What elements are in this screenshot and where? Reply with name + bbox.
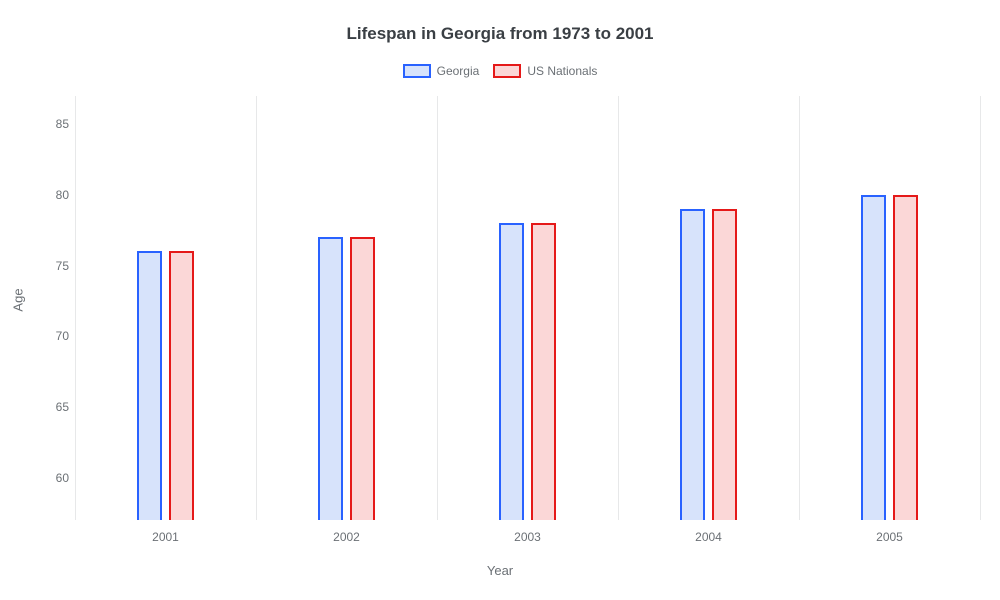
gridline <box>980 96 981 520</box>
gridline <box>799 96 800 520</box>
legend-label: US Nationals <box>527 64 597 78</box>
bar[interactable] <box>861 195 886 520</box>
x-tick-label: 2001 <box>152 530 179 544</box>
bar[interactable] <box>499 223 524 520</box>
legend-swatch <box>493 64 521 78</box>
bar[interactable] <box>680 209 705 520</box>
legend-swatch <box>403 64 431 78</box>
legend-label: Georgia <box>437 64 480 78</box>
x-tick-label: 2004 <box>695 530 722 544</box>
bar[interactable] <box>531 223 556 520</box>
bar[interactable] <box>318 237 343 520</box>
y-axis-label: Age <box>11 288 26 311</box>
x-tick-label: 2003 <box>514 530 541 544</box>
x-axis-label: Year <box>0 563 1000 578</box>
x-tick-label: 2002 <box>333 530 360 544</box>
bar[interactable] <box>169 251 194 520</box>
x-tick-label: 2005 <box>876 530 903 544</box>
y-tick-label: 60 <box>45 471 69 485</box>
y-tick-label: 70 <box>45 329 69 343</box>
chart-container: Lifespan in Georgia from 1973 to 2001 Ge… <box>0 0 1000 600</box>
gridline <box>75 96 76 520</box>
gridline <box>437 96 438 520</box>
chart-title: Lifespan in Georgia from 1973 to 2001 <box>0 24 1000 44</box>
bar[interactable] <box>893 195 918 520</box>
bar[interactable] <box>350 237 375 520</box>
gridline <box>618 96 619 520</box>
y-tick-label: 80 <box>45 188 69 202</box>
legend-item[interactable]: US Nationals <box>493 64 597 78</box>
bar[interactable] <box>137 251 162 520</box>
gridline <box>256 96 257 520</box>
legend: Georgia US Nationals <box>0 64 1000 78</box>
y-tick-label: 65 <box>45 400 69 414</box>
plot-area: 60657075808520012002200320042005 <box>75 96 980 520</box>
y-tick-label: 85 <box>45 117 69 131</box>
y-tick-label: 75 <box>45 259 69 273</box>
legend-item[interactable]: Georgia <box>403 64 480 78</box>
bar[interactable] <box>712 209 737 520</box>
